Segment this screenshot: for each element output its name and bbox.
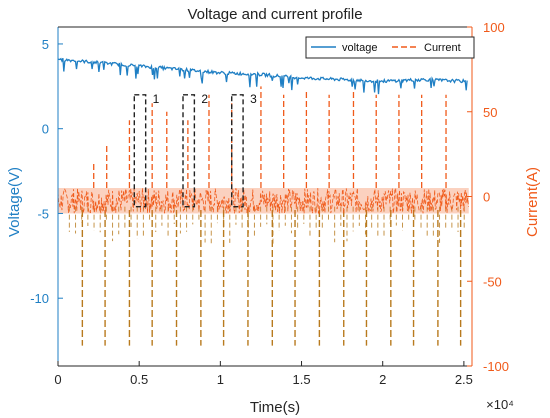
x-tick-label: 1 <box>217 372 224 387</box>
y-right-tick-label: -100 <box>483 359 509 374</box>
x-tick-label: 0.5 <box>130 372 148 387</box>
legend: voltage Current <box>305 36 475 59</box>
x-tick-label: 2 <box>379 372 386 387</box>
plot-area: 1 2 3 <box>57 27 472 366</box>
legend-label-current: Current <box>424 42 461 54</box>
x-tick-label: 1.5 <box>292 372 310 387</box>
x-axis-label: Time(s) <box>250 399 300 416</box>
voltage-line <box>57 57 468 95</box>
y-right-tick-label: 100 <box>483 20 505 35</box>
y-left-axis-label: Voltage(V) <box>6 167 23 237</box>
annotation-box-2 <box>182 94 196 208</box>
legend-label-voltage: voltage <box>342 42 377 54</box>
y-right-tick-label: 50 <box>483 105 497 120</box>
annotation-box-1 <box>133 94 147 208</box>
current-baseline-band <box>58 188 469 214</box>
annotation-label-3: 3 <box>250 92 257 106</box>
x-axis-exponent: ×10⁴ <box>486 397 514 412</box>
y-left-tick-label: 0 <box>42 122 49 137</box>
y-left-tick-label: 5 <box>42 37 49 52</box>
annotation-label-1: 1 <box>153 92 160 106</box>
annotation-box-3 <box>231 94 244 208</box>
y-right-axis-label: Current(A) <box>524 167 541 237</box>
y-left-tick-label: -5 <box>37 206 49 221</box>
annotation-label-2: 2 <box>201 92 208 106</box>
y-left-tick-label: -10 <box>30 291 49 306</box>
y-right-tick-label: -50 <box>483 274 502 289</box>
x-tick-label: 2.5 <box>455 372 473 387</box>
chart-title: Voltage and current profile <box>187 6 362 23</box>
x-tick-label: 0 <box>54 372 61 387</box>
current-baseline-trace <box>57 187 469 214</box>
legend-box <box>305 36 475 59</box>
y-right-tick-label: 0 <box>483 190 490 205</box>
